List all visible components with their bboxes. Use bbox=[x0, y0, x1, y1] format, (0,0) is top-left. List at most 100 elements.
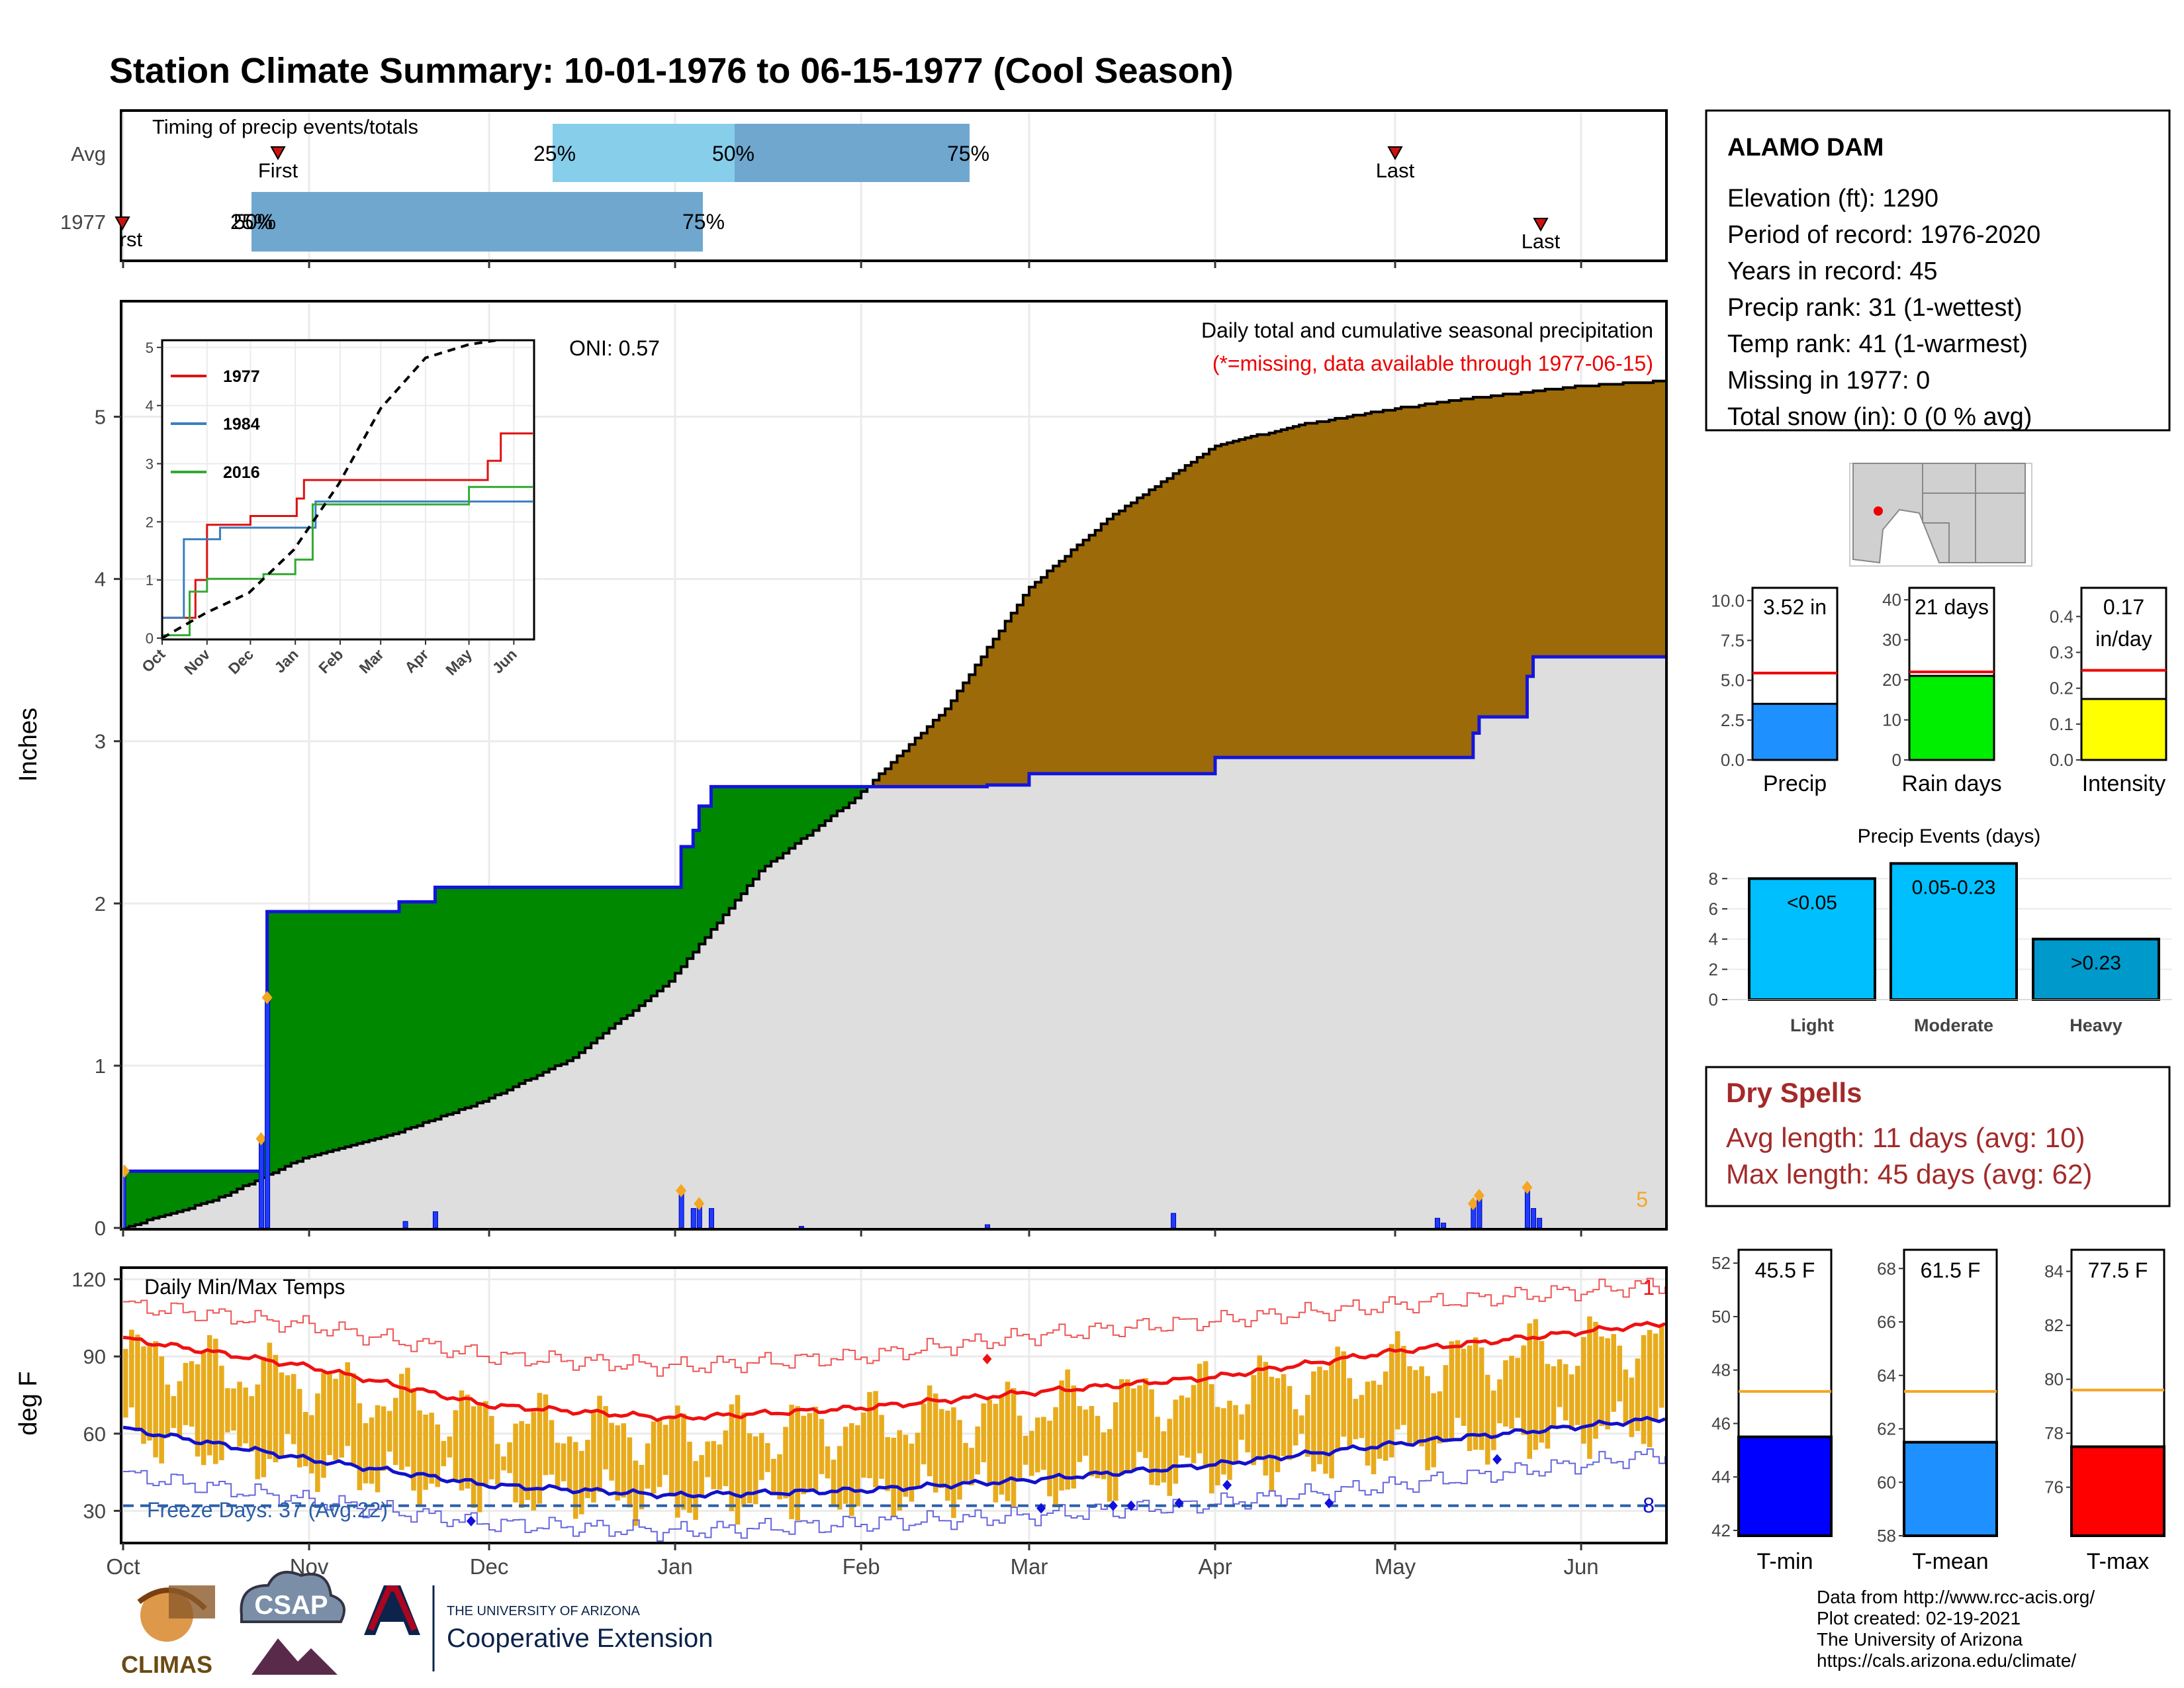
footer-line-4: https://cals.arizona.edu/climate/ bbox=[1817, 1650, 2076, 1671]
summary-y-tick-label: 0.3 bbox=[2050, 643, 2073, 663]
daily-temp-bar bbox=[243, 1387, 248, 1444]
extreme-event-marker bbox=[1522, 1180, 1533, 1194]
daily-temp-bar bbox=[1305, 1395, 1310, 1457]
summary-y-tick-label: 0.4 bbox=[2050, 606, 2073, 626]
timing-1977-75: 75% bbox=[682, 210, 725, 234]
dry-spells-box: Dry Spells Avg length: 11 days (avg: 10)… bbox=[1705, 1066, 2171, 1207]
daily-temp-bar bbox=[819, 1419, 825, 1474]
timing-avg-75: 75% bbox=[947, 142, 989, 165]
daily-temp-bar bbox=[447, 1436, 453, 1458]
record-low-marker bbox=[1126, 1500, 1136, 1511]
daily-precip-bar bbox=[1441, 1223, 1447, 1228]
events-y-tick-label: 0 bbox=[1709, 990, 1718, 1009]
state-outlines-icon bbox=[1852, 463, 2026, 564]
summary-value-text: 21 days bbox=[1915, 595, 1989, 619]
daily-temp-bar bbox=[363, 1423, 369, 1483]
daily-temp-bar bbox=[417, 1410, 422, 1507]
temp-summary-label: T-mean bbox=[1912, 1549, 1988, 1574]
daily-temp-bar bbox=[1017, 1415, 1023, 1481]
daily-temp-bar bbox=[807, 1413, 813, 1489]
inset-line-2016 bbox=[162, 486, 533, 637]
timing-avg-last: Last bbox=[1376, 159, 1415, 182]
record-low-line bbox=[123, 1448, 1665, 1542]
events-title: Precip Events (days) bbox=[1858, 825, 2041, 847]
daily-temp-bar bbox=[279, 1372, 285, 1456]
temp-summary-y-tick-label: 58 bbox=[1877, 1526, 1896, 1546]
events-bar-range-label: >0.23 bbox=[2071, 953, 2121, 974]
x-tick-label: May bbox=[1375, 1554, 1416, 1579]
summary-value-text: 3.52 in bbox=[1763, 595, 1827, 619]
daily-temp-bar bbox=[171, 1396, 177, 1429]
dry-spells-max: Max length: 45 days (avg: 62) bbox=[1726, 1158, 2092, 1190]
daily-temp-bar bbox=[225, 1388, 230, 1432]
y-tick-label: 4 bbox=[95, 568, 106, 591]
daily-temp-bar bbox=[1461, 1348, 1467, 1426]
daily-temp-bar bbox=[495, 1444, 500, 1485]
daily-precip-bar bbox=[259, 1138, 265, 1228]
daily-temp-bar bbox=[1395, 1331, 1400, 1430]
events-x-label: Heavy bbox=[2070, 1015, 2122, 1035]
x-tick-label: Dec bbox=[470, 1554, 509, 1579]
climas-logo-text: CLIMAS bbox=[121, 1651, 212, 1678]
daily-temp-bar bbox=[1533, 1319, 1539, 1450]
daily-temp-bar bbox=[392, 1397, 398, 1466]
y-tick-label: 1 bbox=[95, 1055, 106, 1078]
summary-y-tick-label: 20 bbox=[1882, 670, 1901, 690]
daily-temp-bar bbox=[579, 1450, 584, 1515]
footer-line-3: The University of Arizona bbox=[1817, 1629, 2023, 1650]
y-tick-label: 3 bbox=[95, 730, 106, 753]
summary-label: Precip bbox=[1763, 771, 1827, 796]
daily-temp-bar bbox=[627, 1437, 633, 1508]
events-bar-heavy bbox=[2032, 937, 2160, 1002]
daily-precip-bar bbox=[1537, 1217, 1543, 1228]
timing-1977-last: Last bbox=[1522, 230, 1561, 253]
daily-temp-bar bbox=[831, 1460, 837, 1507]
summary-y-tick-label: 0 bbox=[1892, 750, 1901, 770]
normal-cumulative-line bbox=[123, 379, 1665, 1228]
temp-panel-title: Daily Min/Max Temps bbox=[144, 1275, 345, 1299]
inset-y-tick-label: 2 bbox=[146, 514, 154, 530]
daily-temp-bar bbox=[345, 1362, 351, 1446]
daily-temp-bar bbox=[1425, 1376, 1430, 1471]
daily-temp-bar bbox=[633, 1460, 639, 1526]
cumulative-1977-line bbox=[123, 655, 1665, 1173]
daily-temp-bar bbox=[261, 1356, 267, 1477]
inset-y-tick-label: 5 bbox=[146, 340, 154, 356]
daily-temp-bar bbox=[1623, 1369, 1629, 1425]
daily-temp-bar bbox=[795, 1406, 800, 1521]
ua-big-text: Cooperative Extension bbox=[447, 1624, 713, 1653]
daily-temp-bar bbox=[1449, 1341, 1455, 1439]
station-years: Years in record: 45 bbox=[1727, 258, 1938, 285]
daily-temp-bar bbox=[777, 1454, 782, 1499]
tmin-normal-line bbox=[123, 1415, 1665, 1500]
daily-temp-bar bbox=[597, 1395, 602, 1492]
daily-temp-bar bbox=[1527, 1323, 1533, 1459]
daily-temp-bar bbox=[1323, 1370, 1328, 1474]
temp-summary-bar-1 bbox=[1903, 1440, 1998, 1538]
daily-temp-bar bbox=[302, 1411, 308, 1466]
daily-temp-bar bbox=[1191, 1385, 1197, 1464]
daily-temp-bar bbox=[1149, 1389, 1154, 1485]
daily-temp-bar bbox=[477, 1405, 482, 1513]
daily-temp-bar bbox=[993, 1403, 999, 1503]
x-tick-label: Oct bbox=[106, 1554, 140, 1579]
precip-events-chart: Precip Events (days) 0 2 4 6 8 <0.05 Light 0.05… bbox=[1709, 825, 2172, 1035]
daily-temp-bar bbox=[639, 1464, 645, 1510]
daily-temp-bar bbox=[1089, 1405, 1095, 1477]
daily-temp-bar bbox=[1275, 1378, 1281, 1472]
missing-count: 5 bbox=[1636, 1188, 1648, 1211]
daily-temp-bar bbox=[1575, 1366, 1580, 1425]
daily-temp-bar bbox=[507, 1442, 512, 1474]
daily-temp-bar bbox=[1167, 1419, 1173, 1496]
daily-temp-bar bbox=[1143, 1378, 1148, 1458]
daily-temp-bar bbox=[387, 1411, 392, 1452]
daily-temp-bar bbox=[1263, 1362, 1269, 1476]
daily-temp-bar bbox=[525, 1423, 530, 1500]
daily-temp-bar bbox=[195, 1364, 201, 1457]
daily-precip-bar bbox=[690, 1208, 696, 1228]
daily-temp-bar bbox=[747, 1433, 752, 1503]
daily-temp-bar bbox=[879, 1415, 884, 1479]
daily-temp-bar bbox=[1317, 1366, 1322, 1464]
daily-temp-bar bbox=[1401, 1346, 1406, 1425]
summary-bar-charts: 0.0 2.5 5.0 7.5 10.0 3.52 in Precip 0 10 20 30 40 21… bbox=[1711, 586, 2167, 796]
